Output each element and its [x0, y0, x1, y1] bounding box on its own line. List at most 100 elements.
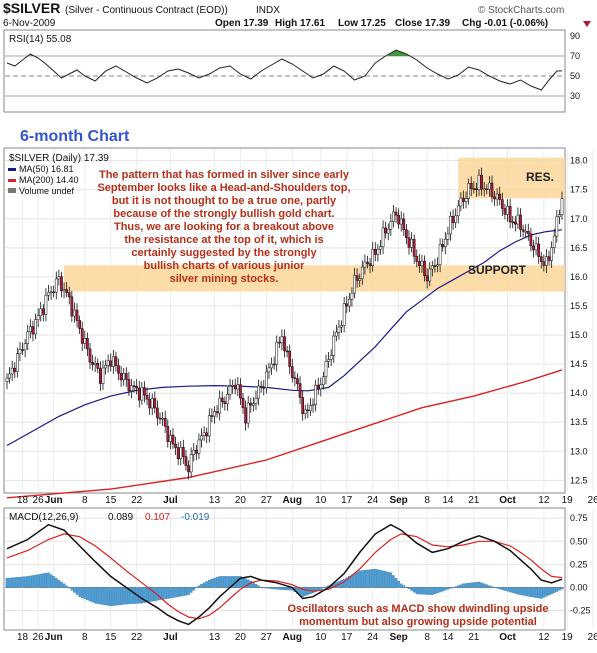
- candle-body: [488, 182, 491, 190]
- macd-histogram-bar: [438, 587, 442, 593]
- price-tick-label: 12.5: [570, 475, 588, 485]
- macd-x-tick-label: Jun: [45, 632, 63, 643]
- macd-x-tick-label: 18: [17, 632, 29, 643]
- macd-histogram-bar: [542, 587, 546, 598]
- macd-histogram-bar: [301, 587, 304, 597]
- macd-histogram-bar: [420, 587, 424, 595]
- candle-body: [558, 214, 561, 218]
- commentary-line: September looks like a Head-and-Shoulder…: [97, 182, 350, 194]
- ma50-line: [6, 229, 563, 447]
- macd-x-tick-label: Aug: [283, 632, 302, 643]
- macd-histogram-bar: [187, 587, 190, 595]
- macd-histogram-bar: [545, 587, 548, 597]
- candle-body: [433, 265, 437, 267]
- macd-histogram-bar: [239, 576, 242, 588]
- macd-tick-label: 0.00: [570, 582, 588, 592]
- candle-body: [127, 379, 131, 392]
- macd-histogram-bar: [288, 587, 291, 591]
- macd-histogram-bar: [537, 587, 540, 599]
- price-panel: 12.5 13.0 13.5 14.0 14.5 15.0 15.5 16.0 16.5 17.0…: [3, 128, 597, 506]
- macd-histogram-bar: [148, 587, 151, 602]
- macd-histogram-bar: [366, 569, 369, 588]
- macd-signal-line: [6, 533, 563, 620]
- candle-body: [490, 182, 494, 198]
- macd-histogram-bar: [412, 587, 416, 593]
- candle-body: [425, 275, 429, 282]
- candle-body: [475, 188, 478, 190]
- price-x-tick-label: 27: [261, 495, 273, 506]
- macd-x-tick-label: 15: [105, 632, 117, 643]
- macd-histogram-bar: [119, 587, 123, 605]
- macd-annotation-line: Oscillators such as MACD show dwindling …: [288, 603, 549, 615]
- candle-body: [39, 308, 43, 316]
- support-label: SUPPORT: [468, 263, 527, 277]
- candle-body: [262, 387, 266, 389]
- commentary-line: but it is not thought to be a true one, …: [112, 195, 337, 207]
- candle-body: [519, 214, 522, 230]
- candle-body: [316, 384, 320, 390]
- macd-panel: 0.750.500.250.00-0.25 18 26 Jun 8 15 22 Jul 13 2…: [3, 507, 597, 643]
- credit-label: © StockCharts.com: [478, 5, 564, 16]
- macd-legend-value: 0.089: [108, 512, 133, 523]
- macd-histogram-bar: [213, 578, 216, 588]
- commentary-line: certainly suggested by the strongly: [131, 247, 317, 259]
- candle-body: [252, 403, 255, 406]
- macd-histogram-bar: [558, 587, 561, 591]
- candle-body: [161, 418, 164, 420]
- macd-histogram-bar: [462, 583, 465, 588]
- candle-body: [73, 309, 76, 317]
- macd-histogram-bar: [371, 569, 374, 588]
- candle-body: [418, 261, 421, 267]
- macd-histogram-bar: [49, 574, 53, 588]
- macd-x-tick-label: 8: [424, 632, 430, 643]
- candle-body: [508, 205, 512, 223]
- macd-histogram-bar: [112, 587, 115, 606]
- macd-histogram-bar: [70, 587, 74, 591]
- price-tick-label: 13.5: [570, 417, 588, 427]
- macd-histogram-bar: [93, 587, 97, 604]
- candle-body: [57, 276, 61, 280]
- candle-body: [83, 338, 87, 344]
- macd-histogram-bar: [208, 579, 211, 588]
- macd-annotation-line: momentum but also growing upside potenti…: [299, 616, 537, 628]
- price-tick-label: 17.0: [570, 214, 588, 224]
- candle-body: [21, 349, 24, 351]
- macd-histogram-bar: [386, 571, 390, 588]
- macd-histogram-bar: [457, 585, 460, 588]
- candle-body: [200, 435, 203, 441]
- macd-histogram-bar: [13, 577, 17, 588]
- candle-body: [516, 214, 520, 225]
- candle-body: [415, 256, 419, 262]
- candle-body: [480, 174, 483, 190]
- price-frame: [3, 147, 566, 494]
- candle-body: [244, 407, 247, 424]
- candle-body: [560, 198, 564, 215]
- macd-histogram-bar: [62, 583, 66, 588]
- macd-histogram-bar: [527, 587, 530, 597]
- macd-histogram-bar: [324, 586, 328, 588]
- macd-histogram-bar: [44, 573, 48, 588]
- candle-body: [259, 385, 263, 388]
- macd-histogram-bar: [179, 587, 183, 597]
- candle-body: [314, 384, 317, 405]
- candle-body: [205, 432, 209, 437]
- macd-histogram-bar: [534, 587, 538, 598]
- candle-body: [293, 377, 297, 379]
- candle-body: [371, 249, 375, 266]
- candle-body: [124, 373, 128, 380]
- signal-legend-value: 0.107: [145, 512, 170, 523]
- candle-body: [446, 233, 450, 240]
- candle-body: [60, 276, 63, 292]
- candle-body: [236, 384, 240, 390]
- candle-body: [143, 387, 146, 396]
- candle-body: [171, 434, 175, 445]
- candle-body: [329, 355, 333, 360]
- price-x-tick-label: 21: [468, 495, 480, 506]
- candle-body: [218, 397, 222, 414]
- macd-histogram-bar: [101, 587, 105, 605]
- macd-histogram-bar: [83, 587, 87, 599]
- macd-histogram-bar: [52, 576, 55, 588]
- macd-histogram-bar: [109, 587, 112, 607]
- ma200-line: [6, 369, 563, 499]
- macd-histogram-bar: [519, 587, 522, 595]
